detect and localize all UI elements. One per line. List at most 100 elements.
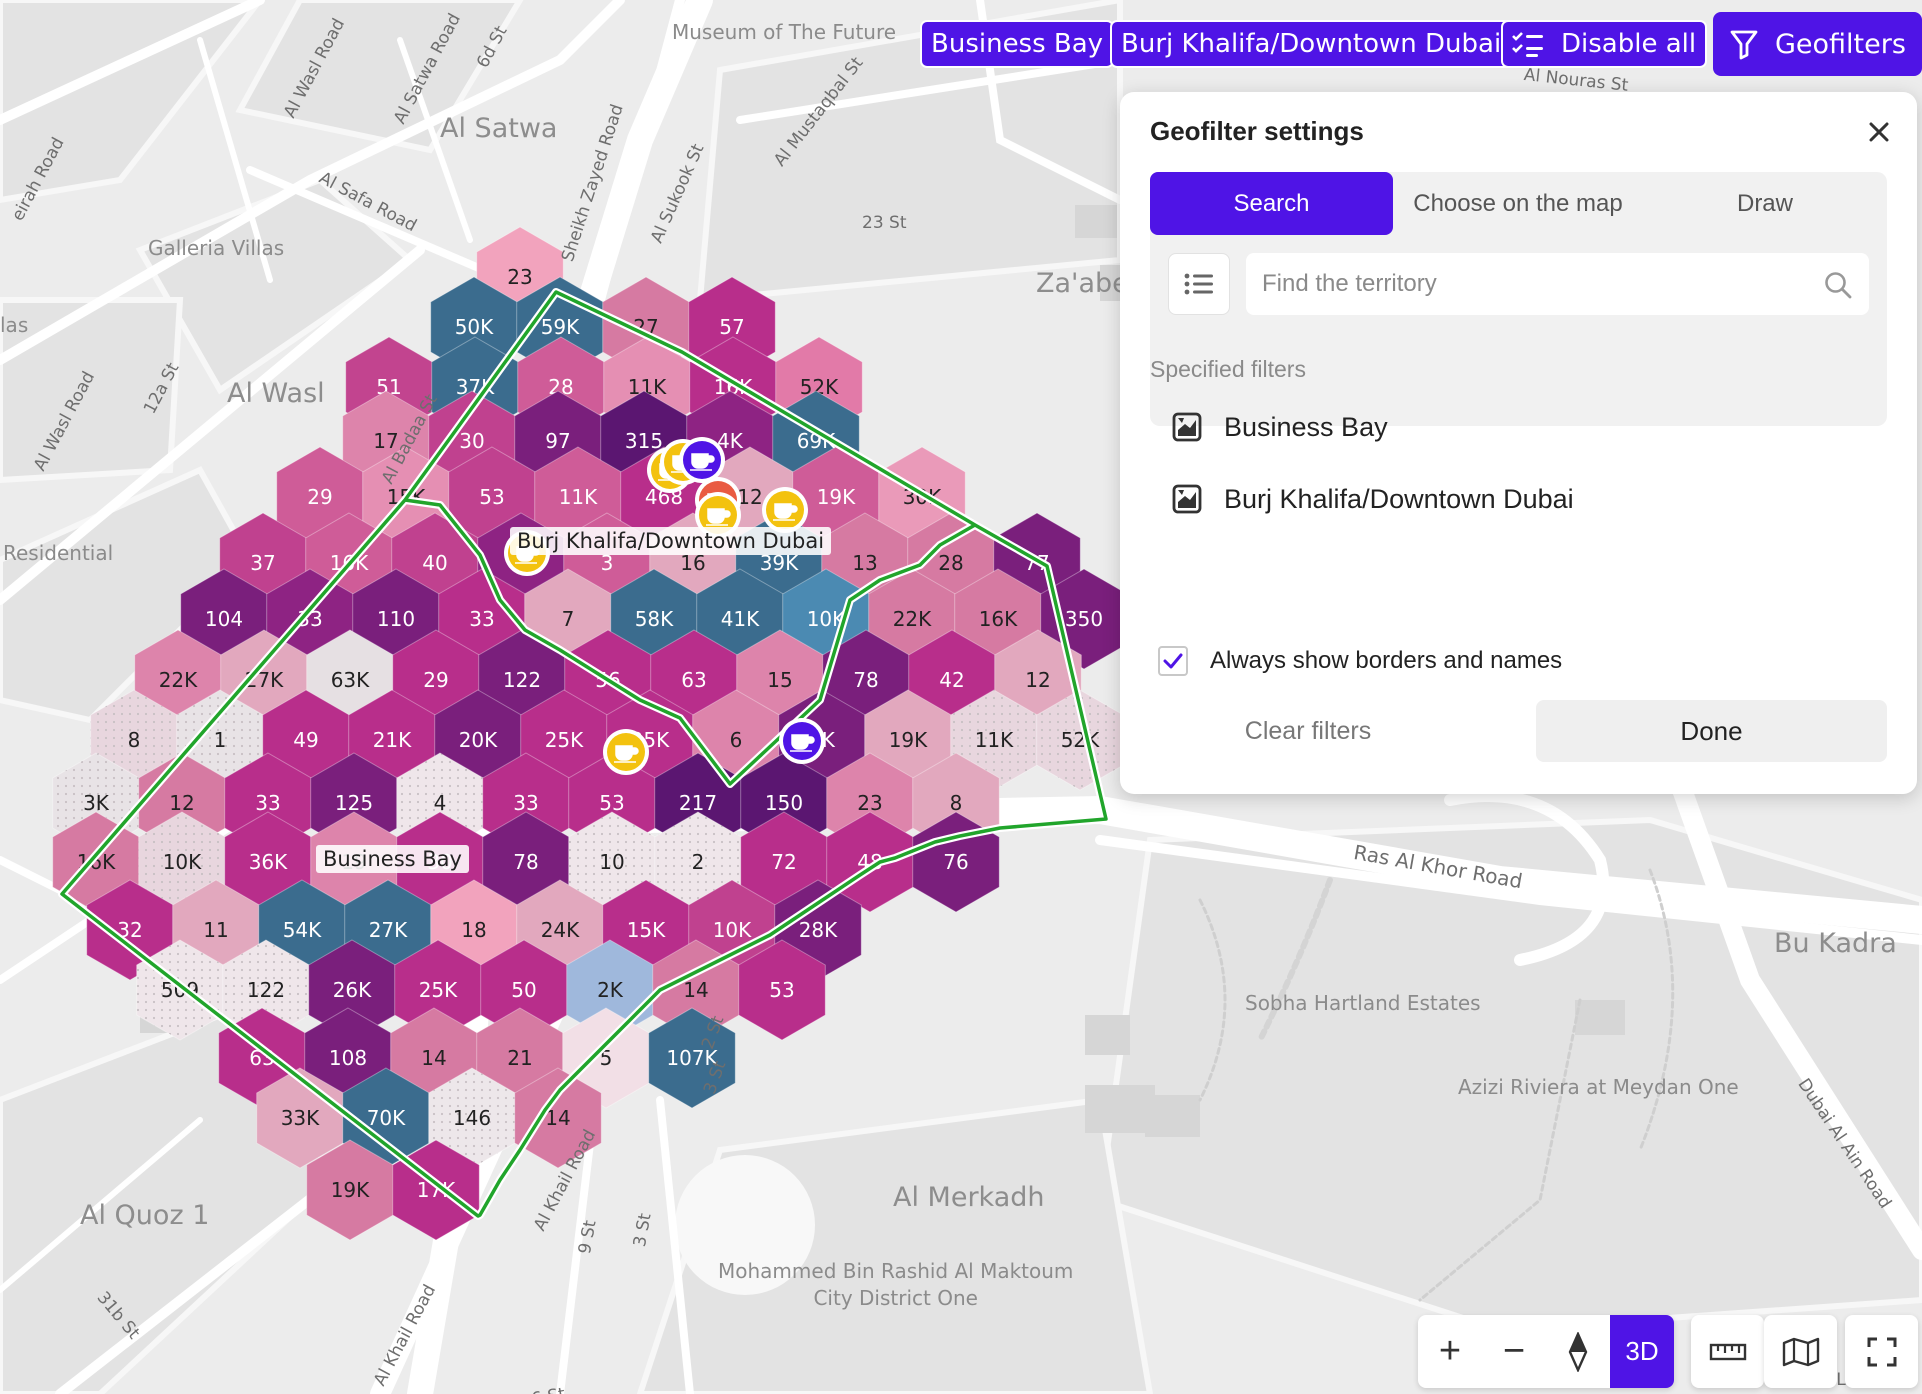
hex-value-label: 104 — [205, 607, 243, 631]
hex-value-label: 3K — [83, 791, 110, 815]
poi-label: Museum of The Future — [672, 20, 897, 44]
hex-value-label: 16K — [979, 607, 1018, 631]
hex-value-label: 22K — [159, 668, 198, 692]
hex-value-label: 50K — [455, 315, 494, 339]
hex-shape — [648, 1007, 736, 1109]
cafe-icon[interactable] — [603, 729, 649, 775]
done-button[interactable]: Done — [1536, 700, 1887, 762]
hex-value-label: 59K — [541, 315, 580, 339]
always-show-checkbox[interactable] — [1158, 646, 1188, 676]
tab-group: Search Choose on the map Draw — [1150, 172, 1887, 426]
hex-cell: 36K — [224, 811, 312, 913]
chip-label: Business Bay — [931, 29, 1104, 59]
hex-value-label: 108 — [329, 1046, 367, 1070]
region-boundary — [60, 290, 1108, 1218]
hex-value-label: 7 — [562, 607, 575, 631]
hex-value-label: 21 — [507, 1046, 532, 1070]
zoom-in-button[interactable]: + — [1438, 1330, 1462, 1372]
hex-cell: 19K — [306, 1139, 394, 1241]
hex-value-label: 2 — [692, 850, 705, 874]
cafe-icon[interactable] — [762, 487, 808, 533]
hex-value-label: 15 — [767, 668, 792, 692]
hex-pattern — [654, 812, 742, 912]
map-layers-icon[interactable] — [1764, 1315, 1837, 1388]
hex-value-label: 10K — [163, 850, 202, 874]
hex-value-label: 30 — [459, 429, 484, 453]
district-label: Bu Kadra — [1774, 928, 1897, 959]
close-icon[interactable] — [1865, 118, 1893, 146]
cafe-icon[interactable] — [679, 437, 725, 483]
always-show-row[interactable]: Always show borders and names — [1158, 646, 1562, 676]
hex-value-label: 37 — [250, 551, 275, 575]
chip-label: Disable all — [1561, 29, 1697, 59]
hex-value-label: 8 — [950, 791, 963, 815]
list-view-button[interactable] — [1168, 253, 1230, 315]
hex-value-label: 11K — [975, 728, 1014, 752]
hex-value-label: 23 — [857, 791, 882, 815]
hex-value-label: 122 — [247, 978, 285, 1002]
district-label: Al Wasl — [227, 378, 325, 409]
hex-shape — [738, 939, 826, 1041]
chip-business-bay[interactable]: Business Bay — [920, 20, 1115, 68]
hex-value-label: 22K — [893, 607, 932, 631]
region-label-downtown[interactable]: Burj Khalifa/Downtown Dubai — [510, 527, 832, 555]
hex-value-label: 24K — [541, 918, 580, 942]
search-field — [1246, 253, 1869, 315]
cafe-icon[interactable] — [695, 492, 741, 538]
checkmark-icon — [1163, 653, 1183, 669]
disable-all-button[interactable]: Disable all — [1501, 20, 1708, 68]
fullscreen-icon[interactable] — [1845, 1315, 1918, 1388]
filter-label: Burj Khalifa/Downtown Dubai — [1224, 483, 1574, 514]
ruler-icon[interactable] — [1691, 1315, 1764, 1388]
tab-draw[interactable]: Draw — [1736, 189, 1793, 217]
geofilters-button[interactable]: Geofilters — [1713, 12, 1922, 76]
hex-value-label: 54K — [283, 918, 322, 942]
clear-filters-button[interactable]: Clear filters — [1244, 716, 1372, 745]
hex-value-label: 53 — [599, 791, 624, 815]
layers-control — [1764, 1315, 1837, 1388]
hex-value-label: 11K — [559, 485, 598, 509]
cafe-icon[interactable] — [779, 718, 825, 764]
hex-value-label: 29 — [423, 668, 448, 692]
hex-pattern — [138, 812, 226, 912]
search-input[interactable] — [1246, 253, 1786, 315]
hex-shape — [912, 811, 1000, 913]
hex-shape — [514, 1067, 602, 1169]
filter-item-downtown[interactable]: Burj Khalifa/Downtown Dubai — [1172, 477, 1574, 521]
region-label-business-bay[interactable]: Business Bay — [316, 845, 469, 873]
3d-toggle-button[interactable]: 3D — [1610, 1315, 1674, 1388]
hex-value-label: 23 — [507, 265, 532, 289]
hex-value-label: 19K — [817, 485, 856, 509]
tab-choose-on-map[interactable]: Choose on the map — [1413, 189, 1623, 217]
hex-cell: 107K — [648, 1007, 736, 1109]
hex-pattern — [428, 1068, 516, 1168]
hex-value-label: 36K — [249, 850, 288, 874]
chip-downtown[interactable]: Burj Khalifa/Downtown Dubai — [1110, 20, 1513, 68]
hex-value-label: 315 — [625, 429, 663, 453]
tab-search[interactable]: Search — [1150, 172, 1393, 235]
hex-cell: 2 — [654, 811, 742, 913]
hex-value-label: 25K — [545, 728, 584, 752]
hex-value-label: 28 — [938, 551, 963, 575]
search-icon[interactable] — [1823, 270, 1853, 305]
hex-value-label: 78 — [513, 850, 538, 874]
district-label: Al Satwa — [440, 113, 558, 144]
hex-pattern — [568, 812, 656, 912]
hex-value-label: 110 — [377, 607, 415, 631]
hex-value-label: 3 — [601, 551, 614, 575]
hex-cell: 52K — [1036, 689, 1124, 791]
hex-value-label: 19K — [331, 1178, 370, 1202]
hex-value-label: 146 — [453, 1106, 491, 1130]
hex-value-label: 50 — [511, 978, 536, 1002]
hex-value-label: 10K — [713, 918, 752, 942]
hex-value-label: 17 — [373, 429, 398, 453]
filter-item-business-bay[interactable]: Business Bay — [1172, 405, 1388, 449]
hex-value-label: 18 — [461, 918, 486, 942]
ruler-control — [1691, 1315, 1764, 1388]
compass-icon[interactable] — [1546, 1315, 1610, 1388]
hex-value-label: 2K — [597, 978, 624, 1002]
list-icon — [1184, 273, 1213, 295]
zoom-out-button[interactable]: − — [1502, 1330, 1526, 1372]
poi-label: Galleria Villas — [148, 236, 285, 260]
hex-value-label: 70K — [367, 1106, 406, 1130]
